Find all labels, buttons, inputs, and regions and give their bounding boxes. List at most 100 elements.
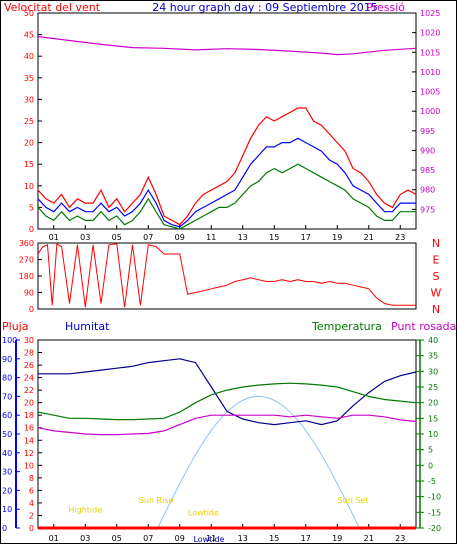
series-line-wind — [37, 163, 416, 230]
rain-tick-label: 14 — [24, 436, 34, 445]
wind-pressure-chart: 0510152025303540455097598098599099510001… — [24, 9, 441, 242]
pressure-right-tick-label: 995 — [420, 127, 435, 136]
wind-x-tick-label: 09 — [175, 233, 185, 242]
humidity-tick-label: 0 — [2, 524, 7, 533]
temp-tick-label: 15 — [428, 414, 438, 423]
temp-x-tick-label: 05 — [112, 534, 122, 543]
wind-x-tick-label: 13 — [238, 233, 248, 242]
temp-tick-label: 40 — [428, 336, 438, 345]
wind-left-tick-label: 35 — [24, 74, 34, 83]
humidity-tick-label: 70 — [2, 392, 12, 401]
wind-x-tick-label: 07 — [143, 233, 153, 242]
temp-tick-label: 10 — [428, 430, 438, 439]
pressure-right-tick-label: 1020 — [420, 29, 440, 38]
temperature-label: Temperatura — [311, 320, 382, 333]
rain-tick-label: 20 — [24, 399, 34, 408]
humidity-label: Humitat — [65, 320, 110, 333]
direction-left-tick-label: 0 — [29, 305, 34, 314]
humidity-tick-label: 10 — [2, 505, 12, 514]
temp-tick-label: 5 — [428, 446, 433, 455]
series-line-pressure — [37, 36, 417, 56]
rain-tick-label: 26 — [24, 361, 34, 370]
pressure-right-tick-label: 1005 — [420, 88, 440, 97]
wind-x-tick-label: 05 — [112, 233, 122, 242]
wind-pressure-plot-area — [37, 12, 417, 230]
graph-title: 24 hour graph day : 09 Septiembre 2015 — [152, 1, 377, 14]
wind-left-tick-label: 40 — [24, 52, 34, 61]
direction-left-tick-label: 90 — [24, 289, 34, 298]
rain-tick-label: 6 — [29, 486, 34, 495]
rain-tick-label: 4 — [29, 499, 34, 508]
wind-x-tick-label: 15 — [269, 233, 279, 242]
bottom-lowtide-label: Lowtide — [193, 535, 224, 544]
temp-tick-label: 30 — [428, 367, 438, 376]
temp-tick-label: -20 — [428, 524, 441, 533]
compass-letter: N — [432, 237, 440, 250]
humidity-tick-label: 60 — [2, 411, 12, 420]
temp-x-tick-label: 23 — [395, 534, 405, 543]
pressure-right-tick-label: 1000 — [420, 107, 440, 116]
rain-tick-label: 30 — [24, 336, 34, 345]
pressure-right-tick-label: 975 — [420, 205, 435, 214]
wind-x-tick-label: 21 — [364, 233, 374, 242]
temp-x-tick-label: 11 — [206, 534, 216, 543]
wind-left-tick-label: 10 — [24, 182, 34, 191]
humidity-tick-label: 30 — [2, 468, 12, 477]
compass-letter: S — [433, 270, 440, 283]
pressure-right-tick-label: 1015 — [420, 48, 440, 57]
pressure-title: Pressió — [366, 1, 405, 14]
temp-x-tick-label: 21 — [364, 534, 374, 543]
temp-humidity-chart: Pluja Humitat Temperatura Punt rosada Lo… — [2, 320, 456, 544]
wind-left-tick-label: 30 — [24, 95, 34, 104]
wind-left-tick-label: 50 — [24, 9, 34, 18]
wind-left-tick-label: 0 — [29, 225, 34, 234]
rain-tick-label: 10 — [24, 461, 34, 470]
rain-tick-label: 18 — [24, 411, 34, 420]
series-line-dewpoint — [37, 414, 417, 436]
rain-tick-label: 24 — [24, 374, 34, 383]
humidity-tick-label: 40 — [2, 449, 12, 458]
tide-sun-annotation: Lowtide — [188, 508, 219, 517]
pressure-right-tick-label: 990 — [420, 146, 435, 155]
series-line-avg — [37, 137, 416, 228]
wind-left-tick-label: 45 — [24, 31, 34, 40]
temp-tick-label: 0 — [428, 461, 433, 470]
pressure-right-tick-label: 1010 — [420, 68, 440, 77]
tide-sun-annotation: Hightide — [68, 505, 102, 514]
wind-direction-plot-area — [37, 242, 417, 310]
wind-x-tick-label: 11 — [206, 233, 216, 242]
temp-x-tick-label: 19 — [332, 534, 342, 543]
rain-tick-label: 28 — [24, 349, 34, 358]
wind-x-tick-label: 03 — [80, 233, 90, 242]
temp-tick-label: 20 — [428, 399, 438, 408]
pressure-right-tick-label: 980 — [420, 186, 435, 195]
humidity-tick-label: 90 — [2, 355, 12, 364]
wind-speed-title: Velocitat del vent — [4, 1, 101, 14]
wind-left-tick-label: 20 — [24, 139, 34, 148]
temp-tick-label: 25 — [428, 383, 438, 392]
compass-letter: N — [432, 303, 440, 316]
sun-curve — [157, 395, 360, 529]
pressure-right-tick-label: 985 — [420, 166, 435, 175]
dewpoint-label: Punt rosada — [391, 320, 456, 333]
series-line-gust — [37, 107, 417, 226]
tide-sun-annotation: Sun Rise — [139, 496, 174, 505]
series-line-temperature — [37, 382, 417, 421]
temp-x-tick-label: 09 — [175, 534, 185, 543]
humidity-tick-label: 80 — [2, 374, 12, 383]
tide-sun-annotation: Sun Set — [338, 496, 369, 505]
humidity-tick-label: 50 — [2, 430, 12, 439]
direction-left-tick-label: 180 — [19, 272, 34, 281]
wind-x-tick-label: 01 — [49, 233, 59, 242]
temp-tick-label: -10 — [428, 493, 441, 502]
rain-tick-label: 12 — [24, 449, 34, 458]
temp-x-tick-label: 07 — [143, 534, 153, 543]
direction-left-tick-label: 270 — [19, 256, 34, 265]
rain-label: Pluja — [2, 320, 28, 333]
temp-x-tick-label: 13 — [238, 534, 248, 543]
temp-tick-label: 35 — [428, 352, 438, 361]
series-line-humidity — [38, 358, 417, 426]
temp-x-tick-label: 03 — [80, 534, 90, 543]
